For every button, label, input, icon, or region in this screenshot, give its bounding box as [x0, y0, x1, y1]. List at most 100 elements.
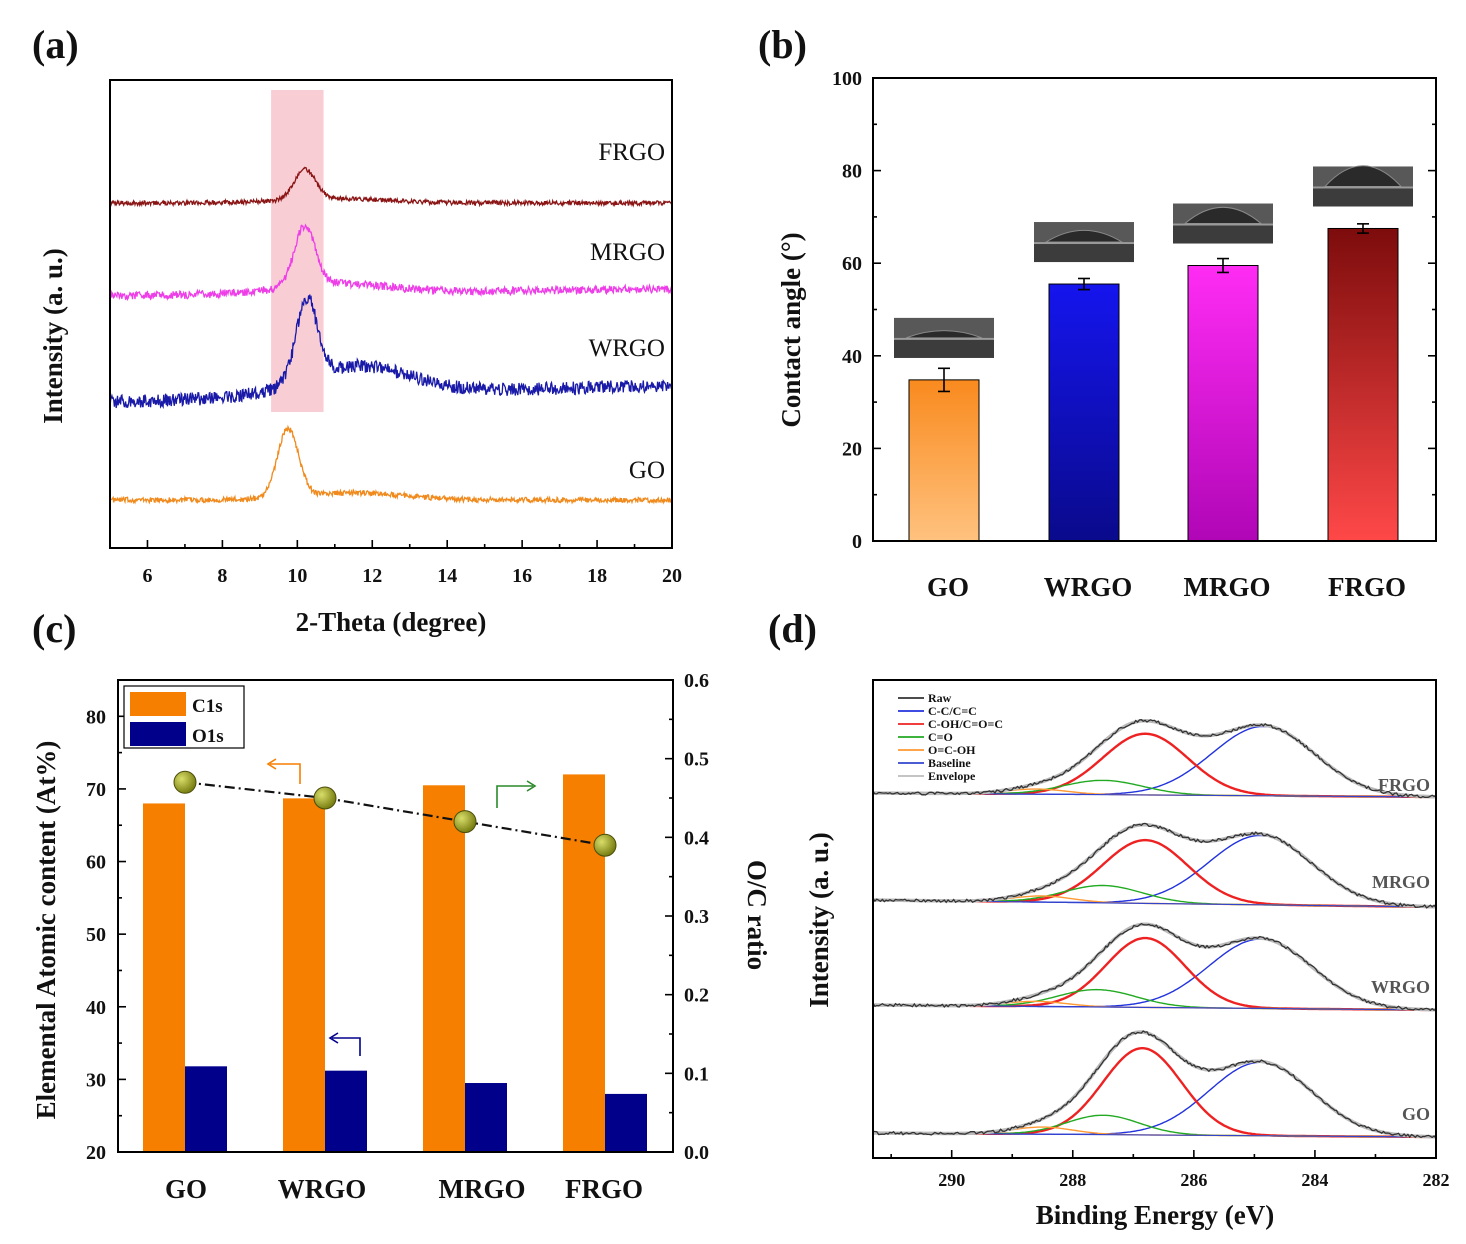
- atomic-content-y-tick-label: 70: [86, 779, 106, 801]
- ratio-right-arrow-head: [526, 780, 537, 792]
- xps-component-go-1: [873, 1047, 1436, 1139]
- xps-component-wrgo-0: [873, 938, 1436, 1011]
- o1s-bar-go: [185, 1066, 227, 1152]
- xps-legend-label: Envelope: [928, 769, 976, 783]
- xps-x-axis-label: Binding Energy (eV): [1036, 1200, 1275, 1230]
- o1s-bar-frgo: [605, 1093, 647, 1152]
- contact-angle-bar-go: [908, 379, 980, 542]
- atomic-content-y-tick-label: 60: [86, 852, 106, 874]
- xrd-line-mrgo: [109, 223, 673, 302]
- xrd-x-tick-label: 20: [662, 565, 682, 587]
- c1s-bar-wrgo: [283, 798, 325, 1152]
- atomic-content-chart: 20 30 40 50 60 70 80 0.0 0.1 0.2 0.3 0.4 0.5 0.6 GO WR…: [31, 670, 772, 1204]
- contact-angle-y-tick-label: 0: [852, 531, 862, 553]
- xrd-series-label-frgo: FRGO: [598, 139, 665, 166]
- ratio-line: [184, 781, 606, 847]
- xrd-x-tick-label: 6: [142, 565, 152, 587]
- legend-label-o1s: O1s: [192, 726, 224, 747]
- xps-x-tick-label: 290: [938, 1170, 965, 1190]
- droplet-surface-line: [1313, 186, 1413, 189]
- contact-angle-y-tick-label: 80: [842, 161, 862, 183]
- legend-label-c1s: C1s: [192, 696, 223, 717]
- peak-highlight-band: [271, 90, 324, 412]
- xps-sample-label-wrgo: WRGO: [1371, 977, 1430, 997]
- droplet-image-mrgo: [1173, 203, 1273, 244]
- xps-legend-label: O=C-OH: [928, 743, 976, 757]
- droplet-surface-line: [894, 337, 994, 340]
- contact-angle-category-mrgo: MRGO: [1184, 572, 1271, 602]
- legend-swatch-o1s: [130, 722, 186, 746]
- xrd-x-tick-label: 16: [512, 565, 532, 587]
- o1s-bar-wrgo: [325, 1070, 367, 1152]
- xrd-x-axis-label: 2-Theta (degree): [296, 607, 487, 637]
- xrd-x-tick-label: 18: [587, 565, 607, 587]
- contact-angle-y-tick-label: 20: [842, 438, 862, 460]
- droplet-substrate: [894, 337, 994, 358]
- xrd-line-wrgo: [109, 294, 673, 410]
- droplet-shape: [905, 330, 983, 339]
- atomic-content-category-mrgo: MRGO: [439, 1174, 526, 1204]
- xps-sample-label-mrgo: MRGO: [1372, 872, 1430, 892]
- xrd-y-axis-label: Intensity (a. u.): [38, 248, 68, 424]
- atomic-content-legend: C1s O1s: [123, 685, 245, 749]
- xps-y-axis-label: Intensity (a. u.): [804, 832, 834, 1008]
- xps-x-tick-label: 286: [1180, 1170, 1207, 1190]
- xrd-plot-frame: [109, 79, 673, 549]
- contact-angle-chart: 0 20 40 60 80 100 GO WRGO MRGO FRGO Contact angl…: [776, 68, 1437, 602]
- atomic-content-y-tick-label: 40: [86, 997, 106, 1019]
- xps-raw-frgo: [872, 719, 1437, 799]
- droplet-substrate: [1173, 223, 1273, 244]
- ratio-right-arrow: [496, 785, 533, 808]
- contact-angle-y-tick-label: 60: [842, 253, 862, 275]
- xrd-x-tick-label: 14: [437, 565, 457, 587]
- droplet-shape: [1183, 206, 1263, 225]
- xrd-series-label-mrgo: MRGO: [590, 239, 665, 266]
- contact-angle-bar-mrgo: [1187, 265, 1259, 542]
- atomic-content-y-axis-label: Elemental Atomic content (At%): [31, 741, 61, 1120]
- ratio-point-frgo: [593, 833, 617, 857]
- o1s-left-arrow-head: [328, 1032, 339, 1044]
- atomic-content-y-tick-label: 30: [86, 1069, 106, 1091]
- ratio-y-tick-label: 0.6: [684, 670, 709, 692]
- droplet-surface-line: [1173, 223, 1273, 226]
- xrd-x-tick-label: 12: [362, 565, 382, 587]
- ratio-point-mrgo: [453, 810, 477, 834]
- droplet-image-go: [894, 317, 994, 358]
- ratio-point-wrgo: [313, 786, 337, 810]
- xps-legend-label: C-C/C=C: [928, 704, 977, 718]
- ratio-y-tick-label: 0.2: [684, 985, 709, 1007]
- contact-angle-y-axis-label: Contact angle (°): [776, 232, 806, 427]
- xps-component-go-0: [873, 1061, 1437, 1138]
- droplet-substrate: [1034, 242, 1134, 263]
- xps-raw-go: [873, 1030, 1437, 1139]
- ratio-y-tick-label: 0.5: [684, 749, 709, 771]
- contact-angle-bar-frgo: [1327, 227, 1399, 542]
- xps-legend-label: C=O: [928, 730, 953, 744]
- c1s-left-arrow-head: [266, 758, 277, 770]
- ratio-point-go: [173, 770, 197, 794]
- panel-label-a: (a): [32, 22, 79, 67]
- xps-legend-label: Baseline: [928, 756, 971, 770]
- c1s-left-arrow: [270, 763, 301, 784]
- contact-angle-category-wrgo: WRGO: [1044, 572, 1133, 602]
- xrd-series-label-go: GO: [629, 457, 665, 484]
- ratio-y-tick-label: 0.3: [684, 906, 709, 928]
- ratio-y-tick-label: 0.4: [684, 827, 709, 849]
- atomic-content-category-wrgo: WRGO: [278, 1174, 367, 1204]
- xps-x-tick-label: 282: [1423, 1170, 1450, 1190]
- xrd-series-label-wrgo: WRGO: [589, 335, 665, 362]
- atomic-content-y-tick-label: 80: [86, 706, 106, 728]
- droplet-substrate: [1313, 186, 1413, 207]
- atomic-content-y-tick-label: 20: [86, 1142, 106, 1164]
- xps-raw-wrgo: [872, 922, 1437, 1012]
- xps-x-tick-label: 284: [1301, 1170, 1328, 1190]
- xrd-chart: 6 8 10 12 14 16 18 20 GO WRGO MRGO FRGO 2-Theta (d…: [38, 79, 682, 637]
- xps-sample-label-go: GO: [1402, 1104, 1430, 1124]
- xps-legend-label: C-OH/C=O=C: [928, 717, 1003, 731]
- droplet-shape: [1044, 229, 1124, 243]
- xps-raw-mrgo: [872, 822, 1437, 909]
- droplet-shape: [1323, 165, 1403, 187]
- atomic-content-category-go: GO: [165, 1174, 207, 1204]
- xps-plot-frame: [872, 679, 1437, 1159]
